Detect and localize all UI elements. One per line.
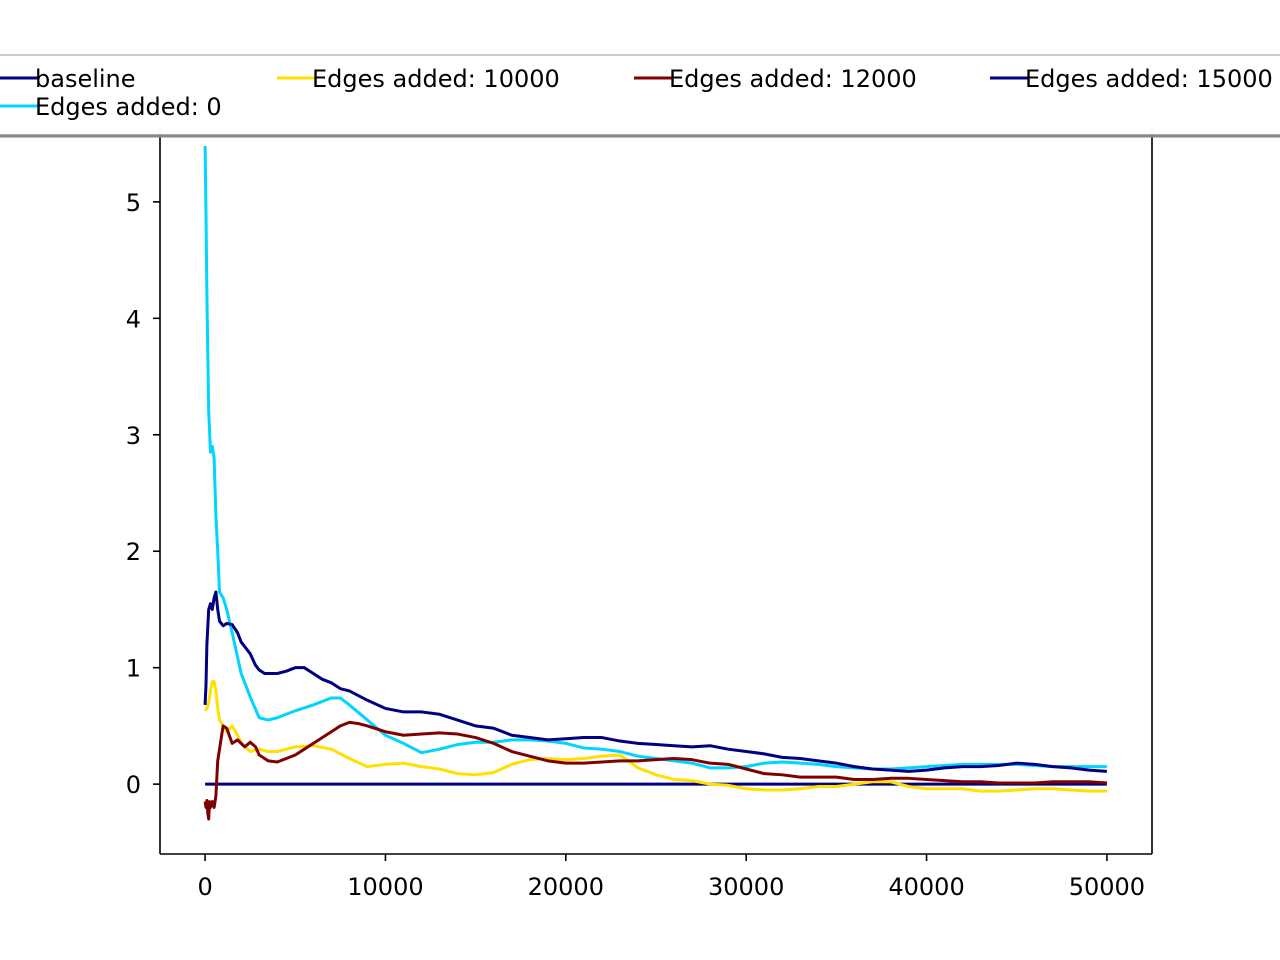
y-tick-label: 0 — [126, 771, 141, 799]
x-tick-label: 10000 — [347, 873, 423, 901]
y-tick-label: 5 — [126, 189, 141, 217]
x-tick-label: 40000 — [888, 873, 964, 901]
legend-label: Edges added: 10000 — [312, 65, 560, 93]
series-line-1 — [203, 145, 1107, 771]
x-tick-label: 30000 — [708, 873, 784, 901]
legend-label: Edges added: 12000 — [669, 65, 917, 93]
legend-frame — [0, 54, 1280, 136]
x-tick-label: 50000 — [1069, 873, 1145, 901]
legend-label: Edges added: 15000 — [1025, 65, 1273, 93]
x-tick-label: 20000 — [528, 873, 604, 901]
series-line-3 — [203, 720, 1108, 821]
x-axis: 0 10000 20000 30000 40000 50000 — [160, 853, 1152, 901]
y-tick-label: 3 — [126, 422, 141, 450]
series-line-4 — [203, 590, 1108, 773]
legend-label: baseline — [35, 65, 136, 93]
y-tick-label: 4 — [126, 305, 141, 333]
series-lines — [203, 145, 1108, 821]
legend-label: Edges added: 0 — [35, 93, 222, 121]
y-tick-label: 1 — [126, 655, 141, 683]
y-axis: 0 1 2 3 4 5 — [126, 132, 161, 854]
x-tick-label: 0 — [197, 873, 212, 901]
plot-area — [203, 132, 1153, 854]
y-tick-label: 2 — [126, 538, 141, 566]
